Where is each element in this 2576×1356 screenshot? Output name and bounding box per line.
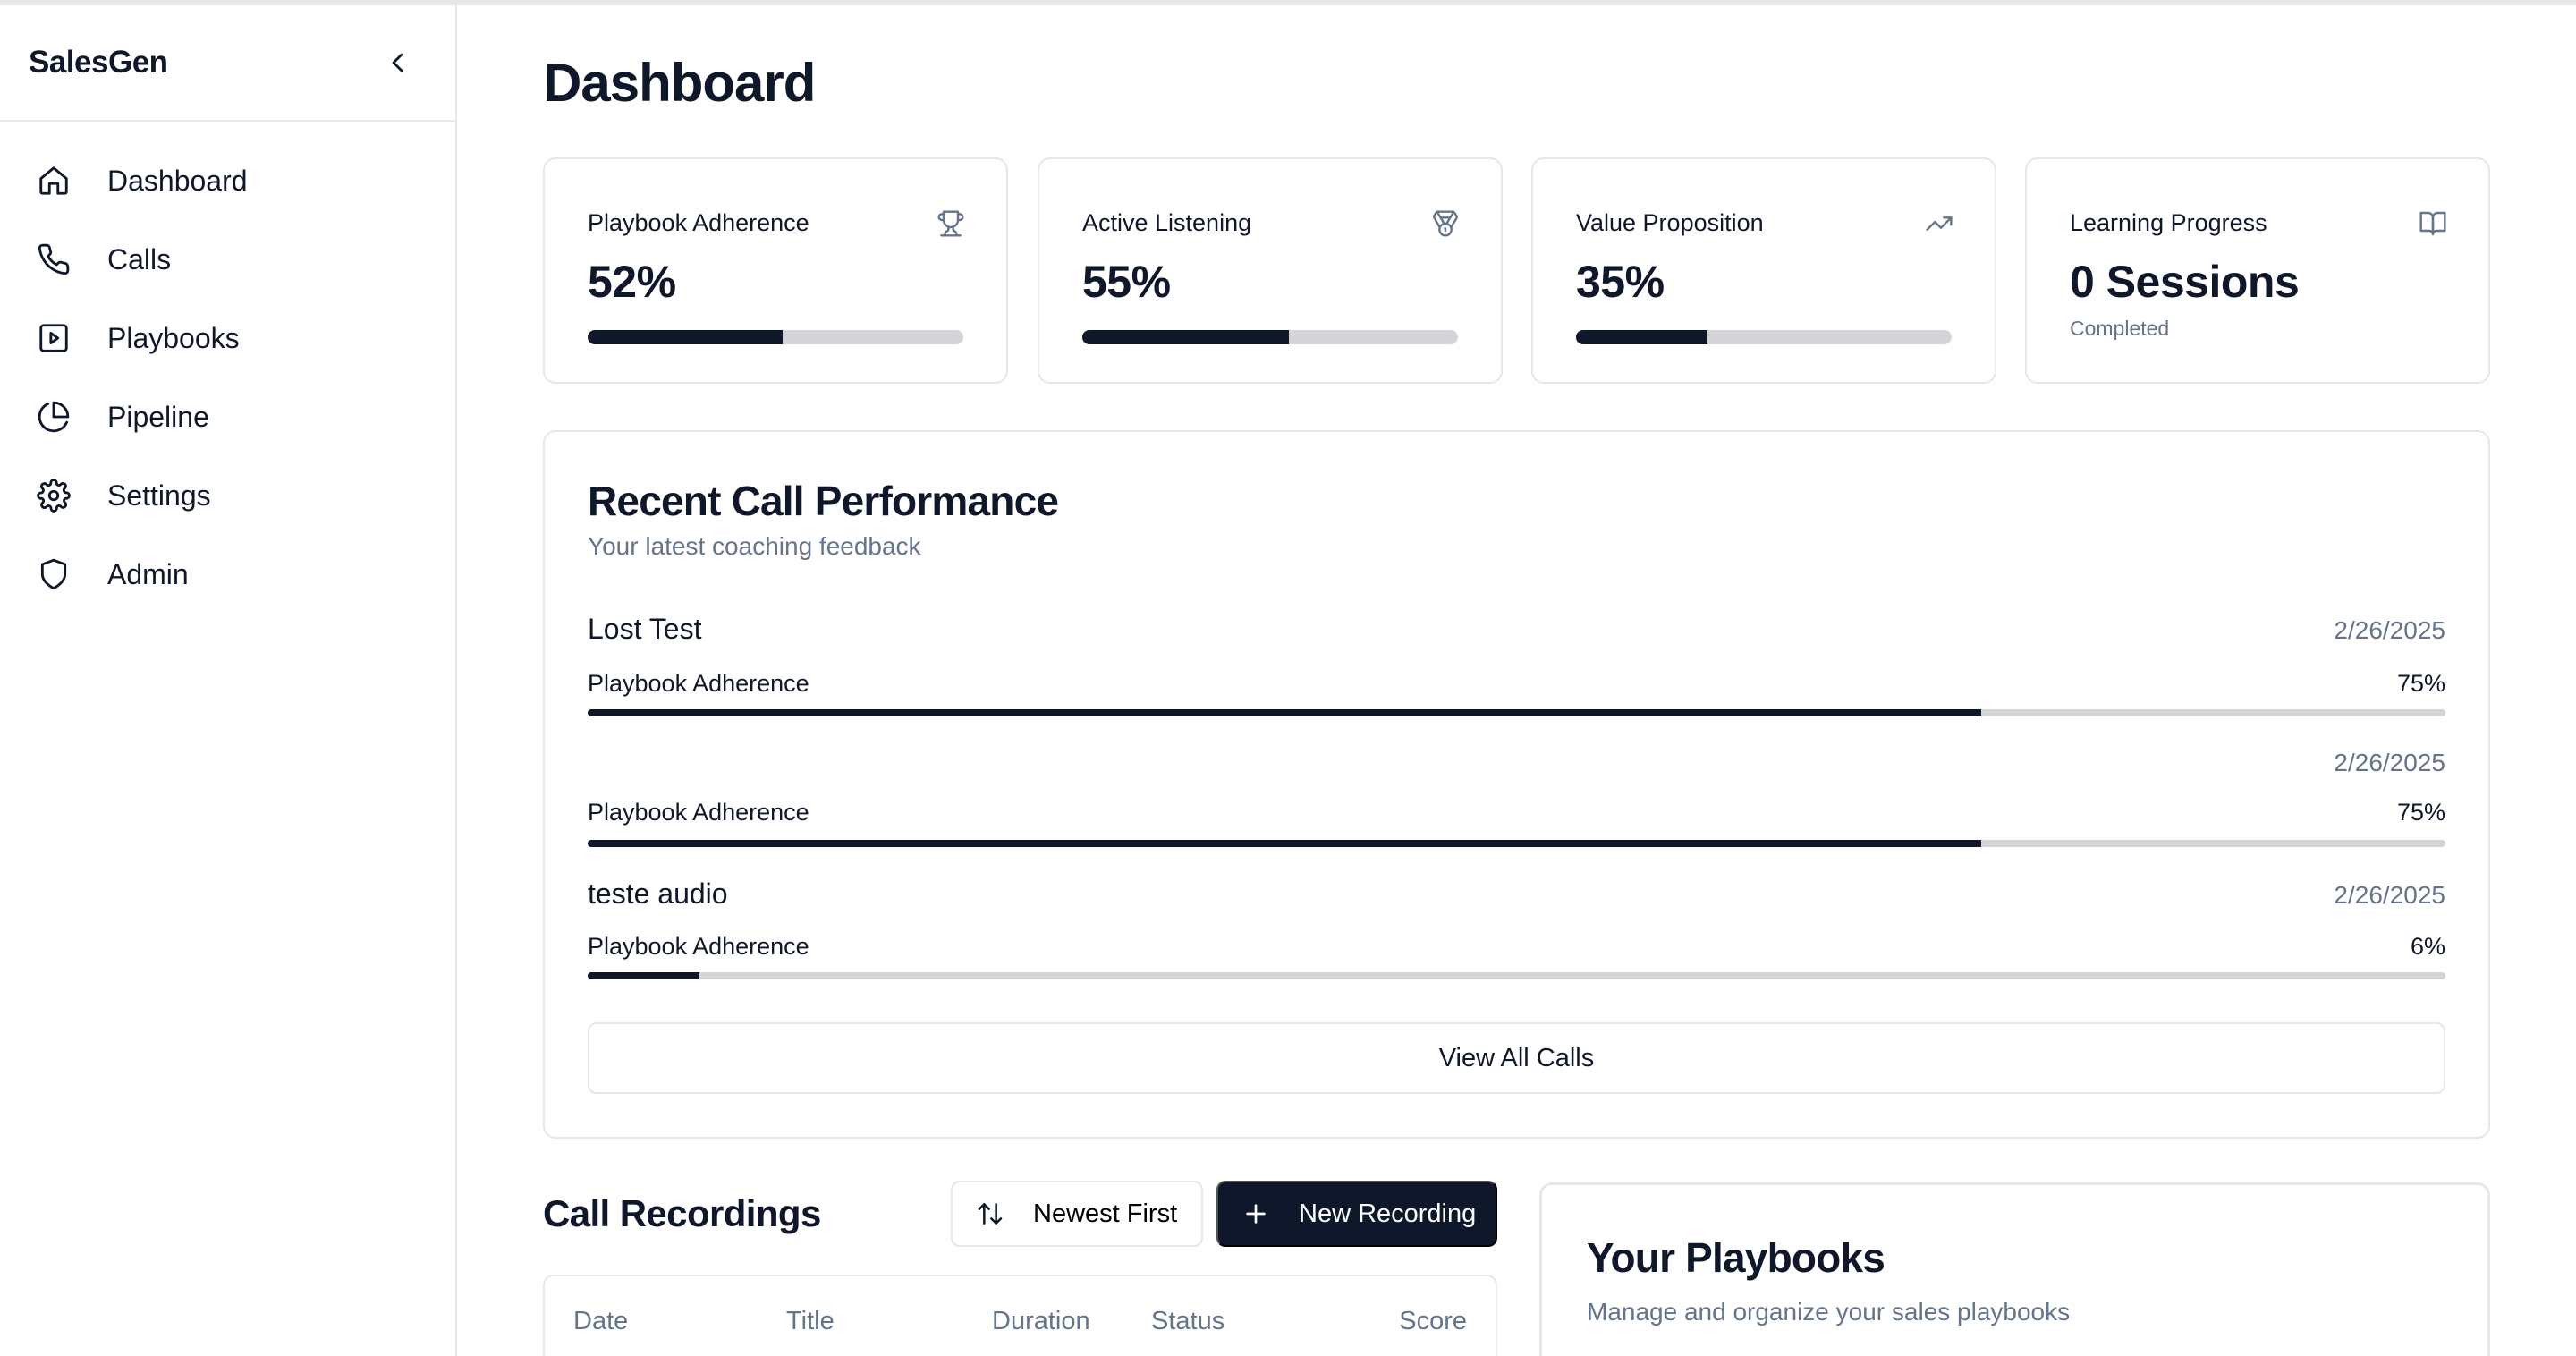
view-all-calls-button[interactable]: View All Calls bbox=[588, 1022, 2445, 1094]
progress-fill bbox=[588, 330, 784, 344]
card-title: Your Playbooks bbox=[1587, 1234, 1885, 1281]
new-recording-button[interactable]: New Recording bbox=[1216, 1181, 1497, 1247]
pie-chart-icon bbox=[36, 399, 72, 435]
call-title: teste audio bbox=[588, 877, 728, 910]
metric-label: Playbook Adherence bbox=[588, 933, 809, 960]
column-header-date[interactable]: Date bbox=[573, 1307, 629, 1335]
sidebar: SalesGen Dashboard Calls bbox=[0, 5, 457, 1356]
call-recordings-table: Date Title Duration Status Score bbox=[543, 1275, 1497, 1356]
progress-fill bbox=[588, 840, 1981, 847]
stat-value: 52% bbox=[588, 257, 676, 307]
collapse-sidebar-button[interactable] bbox=[380, 45, 416, 81]
sidebar-item-admin[interactable]: Admin bbox=[0, 535, 455, 614]
card-title: Recent Call Performance bbox=[588, 478, 1059, 524]
brand-logo: SalesGen bbox=[29, 45, 168, 80]
sidebar-header: SalesGen bbox=[0, 5, 455, 122]
book-open-icon bbox=[2419, 211, 2446, 236]
metric-progress-bar bbox=[588, 840, 2445, 847]
stat-label: Learning Progress bbox=[2070, 209, 2267, 236]
call-date: 2/26/2025 bbox=[2334, 616, 2445, 644]
progress-fill bbox=[1576, 330, 1707, 344]
stat-subtext: Completed bbox=[2070, 317, 2170, 340]
sidebar-item-label: Playbooks bbox=[107, 321, 240, 354]
sidebar-item-label: Dashboard bbox=[107, 164, 248, 197]
stat-label: Value Proposition bbox=[1576, 209, 1764, 236]
progress-fill bbox=[1082, 330, 1289, 344]
sidebar-item-dashboard[interactable]: Dashboard bbox=[0, 141, 455, 220]
sidebar-item-calls[interactable]: Calls bbox=[0, 220, 455, 299]
recent-call-performance-card: Recent Call Performance Your latest coac… bbox=[543, 430, 2490, 1139]
phone-icon bbox=[36, 242, 72, 277]
trending-up-icon bbox=[1926, 216, 1953, 231]
stat-value: 55% bbox=[1082, 257, 1171, 307]
call-recordings-title: Call Recordings bbox=[543, 1192, 821, 1234]
progress-bar bbox=[1082, 330, 1458, 344]
call-title: Lost Test bbox=[588, 613, 702, 645]
stat-value: 35% bbox=[1576, 257, 1665, 307]
sidebar-item-label: Calls bbox=[107, 242, 172, 275]
metric-label: Playbook Adherence bbox=[588, 799, 809, 826]
medal-icon bbox=[1433, 210, 1458, 237]
call-date: 2/26/2025 bbox=[2334, 749, 2445, 776]
shield-icon bbox=[36, 556, 72, 592]
stat-card-playbook-adherence: Playbook Adherence 52% bbox=[543, 157, 1008, 384]
progress-bar bbox=[588, 330, 963, 344]
main-content: Dashboard Playbook Adherence 52% Active … bbox=[459, 5, 2576, 1356]
stat-card-value-proposition: Value Proposition 35% bbox=[1531, 157, 1996, 384]
metric-value: 6% bbox=[2410, 933, 2445, 960]
card-subtitle: Manage and organize your sales playbooks bbox=[1587, 1298, 2071, 1326]
gear-icon bbox=[36, 478, 72, 513]
progress-fill bbox=[588, 972, 699, 979]
sort-label: Newest First bbox=[1033, 1199, 1178, 1228]
progress-bar bbox=[1576, 330, 1952, 344]
stat-label: Active Listening bbox=[1082, 209, 1252, 236]
sort-arrows-icon bbox=[978, 1203, 1003, 1225]
new-recording-label: New Recording bbox=[1299, 1199, 1477, 1228]
card-subtitle: Your latest coaching feedback bbox=[588, 532, 921, 560]
metric-progress-bar bbox=[588, 709, 2445, 716]
sidebar-item-pipeline[interactable]: Pipeline bbox=[0, 377, 455, 456]
sidebar-item-playbooks[interactable]: Playbooks bbox=[0, 299, 455, 377]
column-header-score[interactable]: Score bbox=[1399, 1307, 1467, 1335]
stat-label: Playbook Adherence bbox=[588, 209, 809, 236]
metric-value: 75% bbox=[2396, 670, 2445, 697]
home-icon bbox=[36, 163, 72, 199]
sort-newest-first-button[interactable]: Newest First bbox=[951, 1181, 1203, 1247]
plus-icon bbox=[1246, 1204, 1266, 1224]
sidebar-item-label: Settings bbox=[107, 479, 211, 512]
sidebar-item-settings[interactable]: Settings bbox=[0, 456, 455, 535]
sidebar-item-label: Pipeline bbox=[107, 400, 209, 433]
call-performance-item[interactable]: Lost Test 2/26/2025 Playbook Adherence 7… bbox=[588, 613, 2445, 720]
sidebar-nav: Dashboard Calls Playbooks Pipeline bbox=[0, 122, 455, 614]
metric-progress-bar bbox=[588, 972, 2445, 979]
sidebar-item-label: Admin bbox=[107, 557, 189, 590]
trophy-icon bbox=[937, 210, 964, 237]
stat-card-learning-progress: Learning Progress 0 Sessions Completed bbox=[2025, 157, 2490, 384]
page-title: Dashboard bbox=[543, 53, 816, 113]
call-performance-item[interactable]: 2/26/2025 Playbook Adherence 75% bbox=[588, 745, 2445, 852]
call-performance-item[interactable]: teste audio 2/26/2025 Playbook Adherence… bbox=[588, 877, 2445, 985]
column-header-title[interactable]: Title bbox=[786, 1307, 835, 1335]
stat-card-active-listening: Active Listening 55% bbox=[1038, 157, 1503, 384]
progress-fill bbox=[588, 709, 1981, 716]
metric-value: 75% bbox=[2396, 799, 2445, 826]
call-date: 2/26/2025 bbox=[2334, 881, 2445, 909]
chevron-left-icon bbox=[392, 53, 403, 72]
play-square-icon bbox=[36, 320, 72, 356]
your-playbooks-card: Your Playbooks Manage and organize your … bbox=[1539, 1182, 2490, 1356]
metric-label: Playbook Adherence bbox=[588, 670, 809, 697]
column-header-status[interactable]: Status bbox=[1151, 1307, 1225, 1335]
column-header-duration[interactable]: Duration bbox=[992, 1307, 1090, 1335]
stat-value: 0 Sessions bbox=[2070, 257, 2300, 307]
